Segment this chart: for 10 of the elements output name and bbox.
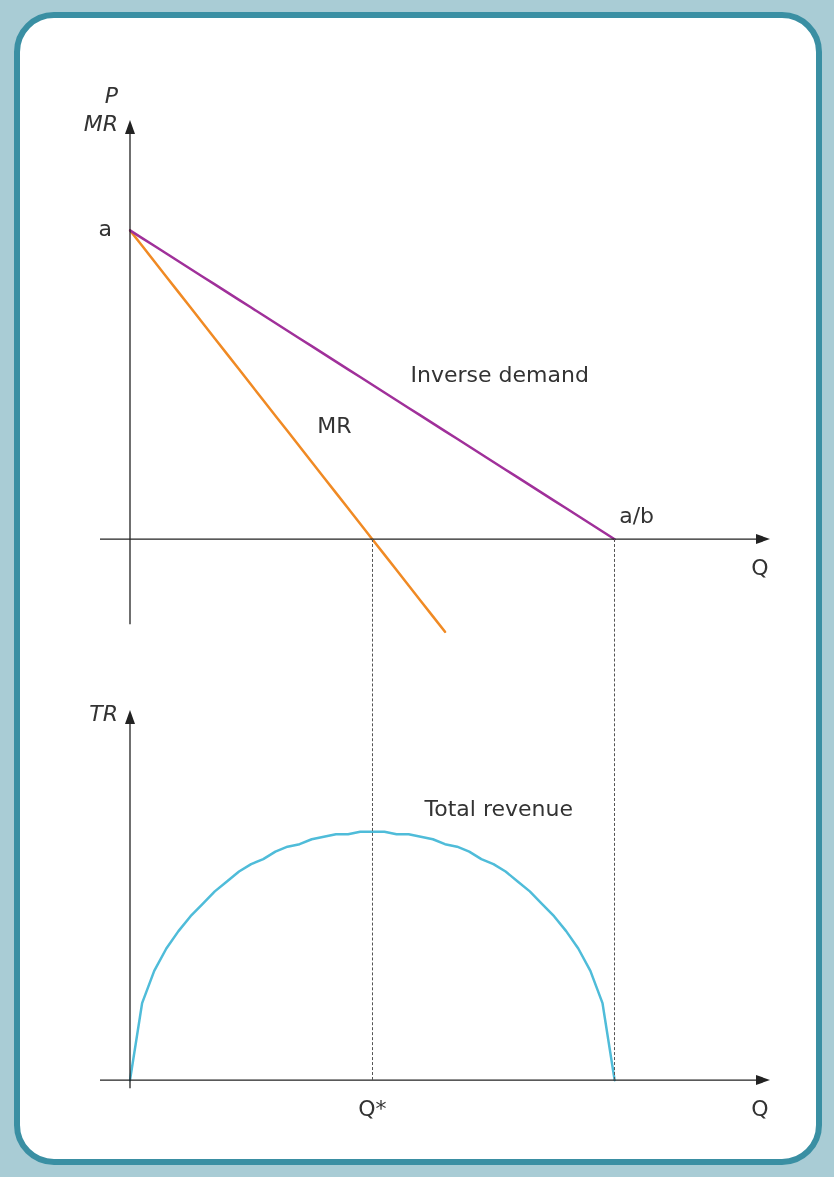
series-label: Total revenue (423, 796, 574, 822)
text: a (98, 216, 112, 242)
text: Q* (358, 1095, 387, 1121)
series-label: MR (317, 412, 352, 438)
annotation: a/b (619, 502, 655, 528)
y-axis-title: TR (89, 700, 118, 726)
x-axis-title: Q (751, 1095, 769, 1121)
y-axis-title: P MR (83, 82, 119, 136)
x-axis-title: Q (751, 554, 769, 580)
series-label: Inverse demand (410, 361, 589, 387)
